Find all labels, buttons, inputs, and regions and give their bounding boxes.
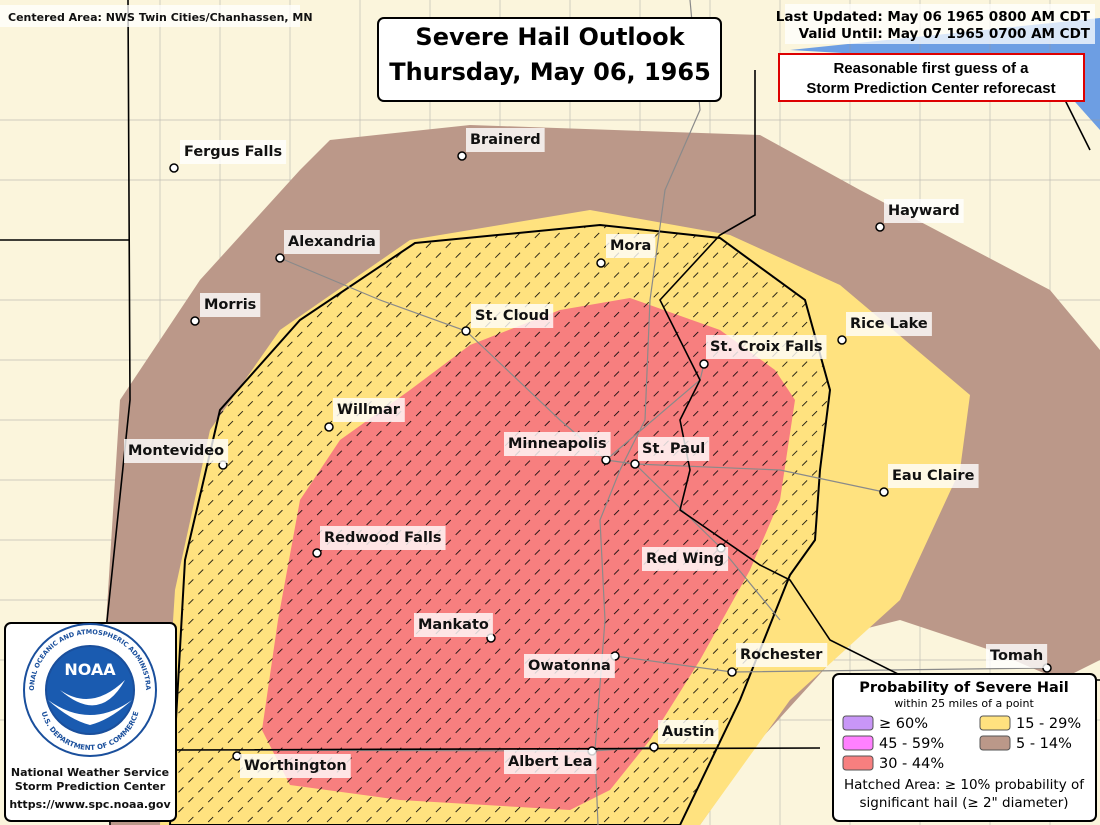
city-label-bg xyxy=(124,439,229,463)
legend-label: 5 - 14% xyxy=(1016,736,1072,752)
city-dot xyxy=(601,455,611,465)
noaa-line: National Weather Service xyxy=(11,766,169,779)
centered-bg xyxy=(0,5,300,27)
last-updated: Last Updated: May 06 1965 0800 AM CDT xyxy=(776,9,1091,25)
noaa-line: Storm Prediction Center xyxy=(15,780,166,793)
city-dot xyxy=(630,459,640,469)
city-label-bg xyxy=(642,547,729,571)
legend-swatch xyxy=(842,735,874,751)
legend-hatch: Hatched Area: ≥ 10% probability of xyxy=(844,777,1085,793)
city-dot xyxy=(837,335,847,345)
noaa-logo-text: NOAA xyxy=(64,660,116,679)
city-label-bg xyxy=(706,335,827,359)
legend-hatch: significant hail (≥ 2" diameter) xyxy=(859,795,1068,811)
cities: Fergus Falls Brainerd Alexandria Hayward Mor… xyxy=(124,128,1052,778)
city-label: Mora xyxy=(610,238,651,254)
city-label: Morris xyxy=(204,297,256,313)
city-label-bg xyxy=(414,613,493,637)
city-label-bg xyxy=(200,293,261,317)
note: Storm Prediction Center reforecast xyxy=(806,80,1055,97)
city-dot xyxy=(457,151,467,161)
lake xyxy=(790,18,1100,130)
city-label: Austin xyxy=(662,724,714,740)
city-label: Rice Lake xyxy=(850,316,928,332)
legend-label: 30 - 44% xyxy=(879,756,944,772)
city-dot xyxy=(699,359,709,369)
city-label-bg xyxy=(606,234,656,258)
city-label: Owatonna xyxy=(528,658,611,674)
title: Severe Hail Outlook xyxy=(415,23,685,51)
legend-label: ≥ 60% xyxy=(879,716,928,732)
city-label: Brainerd xyxy=(470,132,541,148)
city-label: Montevideo xyxy=(128,443,224,459)
note-box xyxy=(778,53,1085,102)
city-label: Mankato xyxy=(418,617,489,633)
city-label: Alexandria xyxy=(288,234,376,250)
city-label: Tomah xyxy=(990,648,1043,664)
legend-label: 15 - 29% xyxy=(1016,716,1081,732)
city-label: Worthington xyxy=(244,758,347,774)
city-label-bg xyxy=(240,754,351,778)
city-label: St. Paul xyxy=(642,441,705,457)
legend-swatch xyxy=(842,715,874,731)
legend-label: 45 - 59% xyxy=(879,736,944,752)
city-label: Redwood Falls xyxy=(324,530,442,546)
city-label: Albert Lea xyxy=(508,754,592,770)
city-label-bg xyxy=(736,643,828,667)
city-label: Fergus Falls xyxy=(184,144,282,160)
city-dot xyxy=(324,422,334,432)
city-label-bg xyxy=(320,526,446,550)
city-dot xyxy=(312,548,322,558)
city-dot xyxy=(232,751,242,761)
city-label: St. Croix Falls xyxy=(710,339,822,355)
city-label: Minneapolis xyxy=(508,436,607,452)
city-label-bg xyxy=(638,437,710,461)
noaa-url[interactable]: https://www.spc.noaa.gov xyxy=(9,798,171,811)
centered-area: Centered Area: NWS Twin Cities/Chanhasse… xyxy=(8,11,313,24)
city-label-bg xyxy=(846,312,932,336)
city-dot xyxy=(596,258,606,268)
legend-title: Probability of Severe Hail xyxy=(859,680,1068,696)
updated-bg xyxy=(785,4,1095,44)
valid-until: Valid Until: May 07 1965 0700 AM CDT xyxy=(799,26,1091,42)
city-label: Eau Claire xyxy=(892,468,975,484)
city-label: Willmar xyxy=(337,402,401,418)
city-label-bg xyxy=(504,750,597,774)
city-label-bg xyxy=(658,720,719,744)
title-date: Thursday, May 06, 1965 xyxy=(389,58,711,86)
city-label-bg xyxy=(884,199,964,223)
city-label-bg xyxy=(524,654,615,678)
legend-items: ≥ 60% 45 - 59% 30 - 44% 15 - 29% 5 - 14% xyxy=(842,715,1081,772)
legend-swatch xyxy=(979,735,1011,751)
city-label: Red Wing xyxy=(646,551,724,567)
city-dot xyxy=(190,316,200,326)
legend-subtitle: within 25 miles of a point xyxy=(894,697,1034,710)
city-label-bg xyxy=(333,398,405,422)
city-label-bg xyxy=(888,464,979,488)
city-label: Rochester xyxy=(740,647,823,663)
legend-box xyxy=(832,673,1097,822)
title-box xyxy=(377,17,722,102)
city-label-bg xyxy=(504,432,611,456)
city-dot xyxy=(649,742,659,752)
city-label-bg xyxy=(471,304,554,328)
legend-swatch xyxy=(979,715,1011,731)
city-dot xyxy=(727,667,737,677)
city-dot xyxy=(275,253,285,263)
city-label-bg xyxy=(180,140,287,164)
city-label: St. Cloud xyxy=(475,308,549,324)
city-dot xyxy=(169,163,179,173)
city-label: Hayward xyxy=(888,203,960,219)
city-label-bg xyxy=(986,644,1048,668)
noaa-bird xyxy=(48,680,132,725)
city-dot xyxy=(461,326,471,336)
legend-swatch xyxy=(842,755,874,771)
city-dot xyxy=(875,222,885,232)
city-label-bg xyxy=(466,128,545,152)
note: Reasonable first guess of a xyxy=(833,60,1029,77)
city-label-bg xyxy=(284,230,380,254)
city-dot xyxy=(879,487,889,497)
